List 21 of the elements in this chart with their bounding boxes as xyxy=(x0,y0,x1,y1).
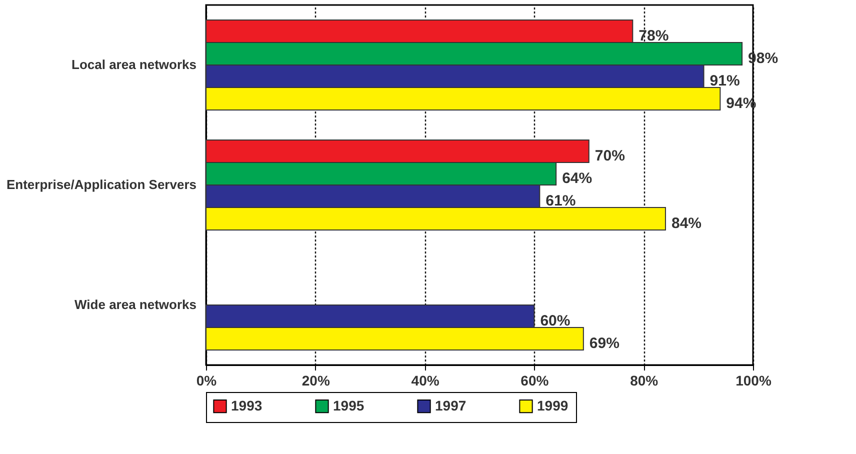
x-tick-label: 100% xyxy=(736,372,772,388)
data-label: 64% xyxy=(562,170,592,187)
data-label: 78% xyxy=(638,27,669,44)
x-tick-label: 40% xyxy=(411,372,440,388)
y-tick-label: Enterprise/Application Servers xyxy=(6,177,196,192)
data-label: 91% xyxy=(710,72,740,90)
data-label: 70% xyxy=(594,147,625,164)
data-label: 61% xyxy=(546,192,576,210)
x-tick-label: 0% xyxy=(196,372,218,388)
x-tick-label: 60% xyxy=(520,372,550,388)
legend-label: 1993 xyxy=(231,397,262,414)
data-label: 69% xyxy=(589,334,620,352)
x-tick-label: 20% xyxy=(302,372,330,388)
legend-label: 1999 xyxy=(537,397,568,414)
legend-label: 1995 xyxy=(333,397,364,414)
x-tick-label: 80% xyxy=(630,372,659,388)
data-label: 60% xyxy=(540,312,570,330)
legend-label: 1997 xyxy=(435,397,466,414)
data-label: 84% xyxy=(671,214,702,232)
y-tick-label: Local area networks xyxy=(72,57,196,72)
y-tick-label: Wide area networks xyxy=(74,297,196,312)
